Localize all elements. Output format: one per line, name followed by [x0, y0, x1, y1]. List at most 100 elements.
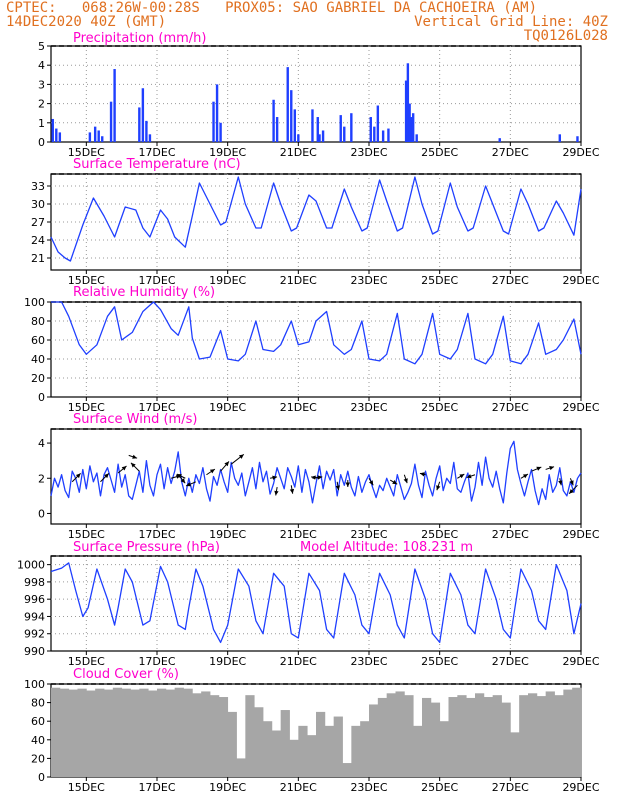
cloud-bar — [227, 711, 237, 777]
cloud-bar — [218, 697, 229, 777]
precip-bar — [350, 113, 353, 142]
cloud-bar — [316, 711, 326, 777]
precip-bar — [369, 117, 372, 142]
panel-5-xtick-label: 25DEC — [421, 655, 458, 668]
wind-arrow-head — [238, 454, 244, 459]
wind-arrow-head — [459, 474, 465, 479]
cloud-bar — [519, 695, 529, 777]
cloud-bar — [280, 710, 290, 777]
precip-bar — [93, 126, 97, 142]
panel-3-frame — [50, 301, 582, 398]
precip-bar — [406, 63, 410, 142]
cloud-bar — [333, 716, 343, 777]
panel-4-xtick-label: 23DEC — [350, 528, 387, 541]
cloud-bar — [386, 693, 396, 777]
panel-3-xtick-label: 29DEC — [562, 401, 599, 414]
panel-5-xtick-label: 17DEC — [138, 655, 175, 668]
cloud-bar — [95, 688, 105, 777]
panel-1-ytick-label: 1 — [38, 117, 45, 130]
panel-5-ytick-label: 996 — [24, 593, 45, 606]
precip-bar — [316, 117, 319, 142]
panel-4-frame — [50, 428, 582, 525]
panel-5-frame — [50, 555, 582, 652]
cloud-bar — [536, 696, 547, 777]
panel-6-xtick-label: 21DEC — [280, 781, 317, 794]
panel-1-ytick-label: 4 — [38, 59, 45, 72]
precip-bar — [275, 117, 279, 142]
panel-2-xtick-label: 19DEC — [209, 274, 246, 287]
panel-3-ytick-label: 40 — [31, 353, 45, 366]
wind-arrow-head — [403, 478, 408, 484]
cloud-bar — [289, 739, 299, 777]
wind-arrow-head — [311, 475, 316, 480]
cloud-bar — [298, 725, 308, 777]
panel-2-series-line — [50, 176, 582, 262]
precip-bar — [272, 99, 275, 142]
panel-2-xtick-label: 27DEC — [492, 274, 529, 287]
panel-6-xtick-label: 23DEC — [350, 781, 387, 794]
cloud-bar — [554, 695, 564, 777]
panel-6-xtick-label: 27DEC — [492, 781, 529, 794]
panel-4-xtick-label: 19DEC — [209, 528, 246, 541]
precip-bar — [339, 115, 342, 142]
cloud-bar — [360, 721, 370, 777]
panel-2-xtick-label: 17DEC — [138, 274, 175, 287]
panel-2-title: Surface Temperature (nC) — [73, 157, 241, 172]
panel-1-title: Precipitation (mm/h) — [73, 31, 206, 46]
cloud-bar — [475, 693, 485, 777]
wind-arrow-head — [272, 475, 278, 480]
cloud-bar — [86, 690, 96, 777]
cloud-bar — [245, 695, 255, 777]
precip-bar — [297, 134, 300, 142]
panel-6-ytick-label: 100 — [24, 678, 45, 691]
cloud-bar — [112, 687, 123, 777]
wind-arrow-head — [569, 489, 574, 494]
precip-bar — [97, 130, 100, 142]
precip-bar — [141, 88, 145, 142]
panel-6-ytick-label: 60 — [31, 715, 45, 728]
wind-arrow-head — [569, 480, 574, 486]
cloud-bar — [342, 763, 352, 777]
panel-6-ytick-label: 0 — [38, 771, 45, 784]
panel-3-xtick-label: 15DEC — [68, 401, 105, 414]
cloud-bar — [563, 689, 573, 777]
cloud-bar — [210, 695, 220, 777]
header-grid-line: Vertical Grid Line: 40Z — [414, 14, 608, 30]
cloud-bar — [68, 689, 78, 777]
precip-bar — [381, 130, 385, 142]
precip-bar — [558, 134, 561, 142]
wind-arrow-head — [536, 466, 542, 471]
panel-5-annotation: Model Altitude: 108.231 m — [300, 540, 473, 555]
panel-3-ytick-label: 100 — [24, 296, 45, 309]
panel-1-xtick-label: 15DEC — [68, 146, 105, 159]
panel-1-xtick-label: 19DEC — [209, 146, 246, 159]
precip-bar — [58, 132, 62, 142]
header-station-line: CPTEC: 068:26W-00:28S PROX05: SAO GABRIE… — [6, 0, 538, 16]
panel-2-ytick-label: 24 — [31, 234, 45, 247]
cloud-bar — [439, 721, 449, 777]
panel-5-xtick-label: 21DEC — [280, 655, 317, 668]
header-date: 14DEC2020 40Z (GMT) — [6, 14, 167, 30]
cloud-bar — [236, 758, 246, 777]
panel-6-ytick-label: 80 — [31, 697, 45, 710]
cloud-bar — [422, 697, 432, 777]
cloud-bar — [377, 697, 388, 777]
panel-4-ytick-label: 2 — [38, 472, 45, 485]
cloud-bar — [492, 695, 502, 777]
panel-4-ytick-label: 4 — [38, 437, 45, 450]
precip-bar — [55, 128, 58, 142]
panel-3-xtick-label: 17DEC — [138, 401, 175, 414]
wind-arrow-head — [335, 485, 340, 491]
panel-6-xtick-label: 15DEC — [68, 781, 105, 794]
wind-arrow-head — [523, 474, 528, 479]
cloud-bar — [77, 688, 87, 777]
panel-5-ytick-label: 990 — [24, 645, 45, 658]
precip-bar — [373, 126, 376, 142]
wind-arrow-head — [186, 482, 192, 487]
panel-3-xtick-label: 21DEC — [280, 401, 317, 414]
wind-arrow-head — [75, 473, 81, 479]
precip-bar — [113, 69, 116, 142]
wind-arrow-head — [345, 482, 350, 487]
precip-bar — [215, 84, 219, 142]
panel-6-ytick-label: 20 — [31, 752, 45, 765]
